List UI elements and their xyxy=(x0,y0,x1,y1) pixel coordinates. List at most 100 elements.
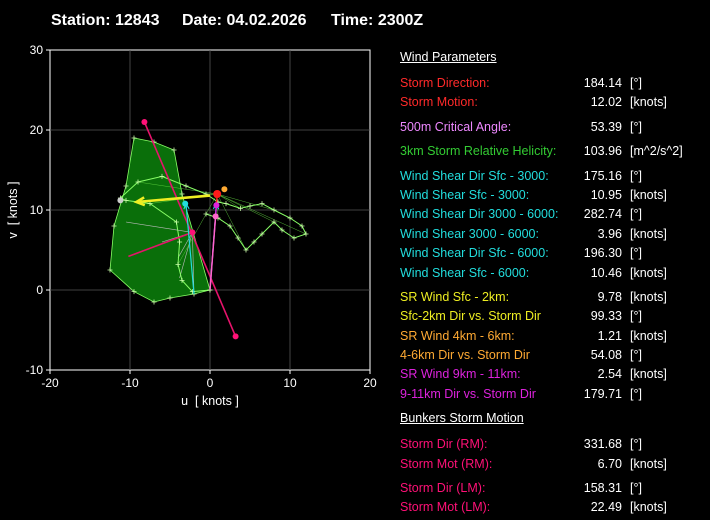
y-axis-label: v [ knots ] xyxy=(6,182,20,239)
hodograph-point xyxy=(271,219,277,225)
param-unit: [knots] xyxy=(630,95,667,110)
hodograph-point xyxy=(107,267,113,273)
sr-spoke xyxy=(192,232,195,295)
chart-marker xyxy=(182,200,189,207)
param-value: 196.30 xyxy=(583,246,622,261)
param-row: SR Wind 4km - 6km: 1.21 [knots] xyxy=(400,327,705,346)
hodograph-spoke xyxy=(137,181,218,195)
param-row: Wind Shear Dir Sfc - 6000: 196.30 [°] xyxy=(400,244,705,263)
sr-spoke xyxy=(177,232,193,259)
param-label: Wind Shear Dir Sfc - 6000: xyxy=(400,246,549,261)
hodograph-point xyxy=(131,135,137,141)
hodograph-point xyxy=(183,183,189,189)
time-label: Time: 2300Z xyxy=(331,12,424,29)
hodograph-point xyxy=(159,173,165,179)
hodograph-point xyxy=(135,179,141,185)
srh-area xyxy=(109,137,211,303)
param-row: Wind Shear Sfc - 3000: 10.95 [knots] xyxy=(400,186,705,205)
param-row: 4-6km Dir vs. Storm Dir 54.08 [°] xyxy=(400,346,705,365)
param-unit: [°] xyxy=(630,437,642,452)
hodograph-point xyxy=(303,231,309,237)
hodograph-point xyxy=(175,261,181,267)
param-label: Storm Dir (LM): xyxy=(400,481,486,496)
param-label: 4-6km Dir vs. Storm Dir xyxy=(400,348,530,363)
param-unit: [°] xyxy=(630,168,642,183)
station-label: Station: 12843 xyxy=(51,12,160,29)
param-unit: [knots] xyxy=(630,367,667,382)
param-label: 9-11km Dir vs. Storm Dir xyxy=(400,386,536,401)
hodograph-spoke xyxy=(217,193,307,235)
param-unit: [°] xyxy=(630,246,642,261)
param-row: Storm Direction: 184.14 [°] xyxy=(400,74,705,93)
param-value: 158.31 xyxy=(583,481,622,496)
hodograph-point xyxy=(243,247,249,253)
chart-marker xyxy=(141,119,148,125)
hodograph-point xyxy=(259,201,265,207)
sr-spoke xyxy=(125,221,193,233)
param-value: 54.08 xyxy=(590,348,622,363)
chart-marker xyxy=(212,213,219,220)
param-label: Storm Mot (LM): xyxy=(400,500,491,515)
param-unit: [m^2/s^2] xyxy=(630,144,683,159)
hodograph-point xyxy=(179,277,185,283)
y-tick-label: 20 xyxy=(30,123,44,137)
hodograph-point xyxy=(111,223,117,229)
x-tick-label: -10 xyxy=(121,376,139,390)
y-tick-label: -10 xyxy=(26,363,44,377)
x-tick-label: 20 xyxy=(363,376,377,390)
x-tick-label: 10 xyxy=(283,376,297,390)
param-row: Wind Shear Sfc - 6000: 10.46 [knots] xyxy=(400,264,705,283)
sr-spoke xyxy=(179,232,193,279)
wind-parameters-panel: Wind Parameters Storm Direction: 184.14 [°]… xyxy=(400,48,705,518)
hodograph-point xyxy=(287,215,293,221)
hodograph-point xyxy=(279,227,285,233)
x-tick-label: 0 xyxy=(207,376,214,390)
param-row: SR Wind 9km - 11km: 2.54 [knots] xyxy=(400,365,705,384)
param-value: 2.54 xyxy=(597,367,622,382)
chart-marker xyxy=(232,333,239,340)
hodograph-spoke xyxy=(177,193,218,265)
hodograph-point xyxy=(259,231,265,237)
param-label: Wind Shear Dir Sfc - 3000: xyxy=(400,168,549,183)
param-row: 9-11km Dir vs. Storm Dir 179.71 [°] xyxy=(400,385,705,404)
param-unit: [°] xyxy=(630,119,642,134)
vector-arrowhead xyxy=(133,196,146,207)
param-row: 500m Critical Angle: 53.39 [°] xyxy=(400,118,705,137)
hodograph-point xyxy=(299,223,305,229)
hodograph-spoke xyxy=(217,193,275,223)
hodograph-point xyxy=(227,223,233,229)
param-label: SR Wind Sfc - 2km: xyxy=(400,289,510,304)
header: Station: 12843 Date: 04.02.2026 Time: 23… xyxy=(0,12,460,34)
chart-marker xyxy=(213,190,222,198)
hodograph-point xyxy=(123,197,129,203)
param-row: Storm Motion: 12.02 [knots] xyxy=(400,93,705,112)
param-label: Wind Shear Sfc - 6000: xyxy=(400,265,530,280)
date-label: Date: 04.02.2026 xyxy=(182,12,307,29)
hodograph-point xyxy=(177,239,183,245)
hodograph-point xyxy=(271,207,277,213)
bunkers-line xyxy=(128,231,193,258)
param-label: SR Wind 9km - 11km: xyxy=(400,367,521,382)
param-unit: [knots] xyxy=(630,187,667,202)
param-value: 331.68 xyxy=(583,437,622,452)
param-value: 10.46 xyxy=(590,265,622,280)
hodograph-point xyxy=(203,211,209,217)
y-tick-label: 0 xyxy=(36,283,43,297)
param-unit: [knots] xyxy=(630,289,667,304)
hodograph-point xyxy=(123,183,129,189)
param-unit: [°] xyxy=(630,207,642,222)
chart-marker xyxy=(213,202,220,209)
param-value: 282.74 xyxy=(583,207,622,222)
vector-shear-sfc-3000 xyxy=(185,203,195,295)
hodograph-point xyxy=(235,235,241,241)
param-row: SR Wind Sfc - 2km: 9.78 [knots] xyxy=(400,288,705,307)
hodograph-spoke xyxy=(216,193,247,251)
param-row: Storm Dir (LM): 158.31 [°] xyxy=(400,479,705,498)
section-title: Wind Parameters xyxy=(400,50,497,64)
param-row: Storm Mot (RM): 6.70 [knots] xyxy=(400,455,705,474)
param-row: Storm Dir (RM): 331.68 [°] xyxy=(400,435,705,454)
param-label: SR Wind 4km - 6km: xyxy=(400,328,515,343)
param-value: 6.70 xyxy=(597,456,622,471)
param-value: 3.96 xyxy=(597,226,622,241)
